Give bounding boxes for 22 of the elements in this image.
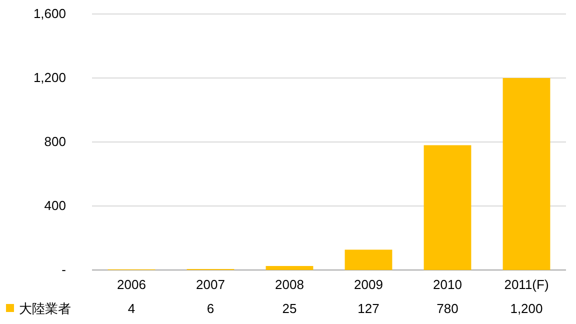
bar <box>424 145 472 270</box>
x-tick-label: 2009 <box>354 277 383 292</box>
x-tick-label: 2006 <box>117 277 146 292</box>
bar <box>344 250 392 270</box>
data-label: 127 <box>358 301 380 316</box>
data-label: 1,200 <box>510 301 543 316</box>
y-tick-label: 400 <box>44 198 66 213</box>
y-tick-label: 800 <box>44 134 66 149</box>
data-label: 4 <box>128 301 136 316</box>
x-tick-label: 2011(F) <box>504 277 549 292</box>
data-label: 780 <box>436 301 458 316</box>
bar <box>266 266 314 270</box>
data-label: 6 <box>206 301 214 316</box>
y-tick-label: - <box>62 262 66 277</box>
bar <box>502 78 550 270</box>
y-tick-label: 1,600 <box>33 6 66 21</box>
y-tick-label: 1,200 <box>33 70 66 85</box>
x-tick-label: 2007 <box>196 277 225 292</box>
x-tick-label: 2008 <box>275 277 304 292</box>
data-label: 25 <box>282 301 297 316</box>
x-tick-label: 2010 <box>433 277 462 292</box>
legend-label: 大陸業者 <box>19 301 71 316</box>
